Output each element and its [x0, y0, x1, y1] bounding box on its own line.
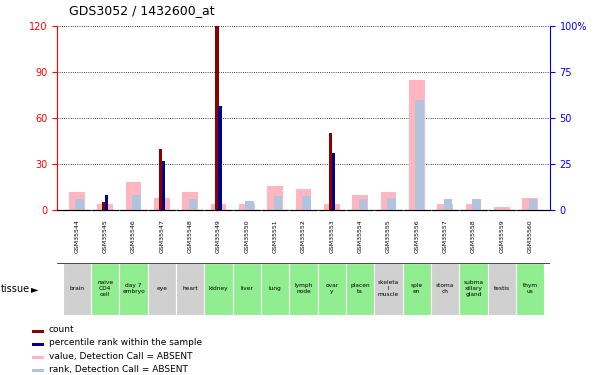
Bar: [352, 195, 368, 210]
Bar: [324, 204, 340, 210]
Bar: [522, 198, 538, 210]
Bar: [159, 149, 162, 210]
Text: GSM35548: GSM35548: [188, 219, 193, 253]
Bar: [211, 204, 227, 210]
Text: GSM35556: GSM35556: [414, 219, 419, 253]
Bar: [273, 196, 282, 210]
Bar: [32, 343, 44, 346]
Text: GSM35559: GSM35559: [499, 219, 504, 253]
Bar: [218, 106, 222, 210]
Text: day 7
embryo: day 7 embryo: [122, 284, 145, 294]
Bar: [438, 204, 453, 210]
Text: GSM35558: GSM35558: [471, 219, 476, 253]
Bar: [374, 262, 403, 315]
Bar: [32, 330, 44, 333]
Text: heart: heart: [182, 286, 198, 291]
Bar: [516, 262, 545, 315]
Text: stoma
ch: stoma ch: [436, 284, 454, 294]
Text: GSM35545: GSM35545: [103, 219, 108, 253]
Bar: [63, 262, 91, 315]
Bar: [346, 262, 374, 315]
Bar: [302, 196, 311, 210]
Bar: [120, 262, 148, 315]
Text: value, Detection Call = ABSENT: value, Detection Call = ABSENT: [49, 352, 192, 361]
Text: sple
en: sple en: [410, 284, 423, 294]
Text: naive
CD4
cell: naive CD4 cell: [97, 280, 114, 297]
Text: count: count: [49, 326, 75, 334]
Text: skeleta
l
muscle: skeleta l muscle: [378, 280, 399, 297]
Text: GSM35550: GSM35550: [245, 219, 249, 253]
Bar: [204, 262, 233, 315]
Bar: [387, 198, 395, 210]
Text: ovar
y: ovar y: [325, 284, 338, 294]
Text: eye: eye: [156, 286, 168, 291]
Bar: [105, 195, 108, 210]
Bar: [289, 262, 318, 315]
Text: GSM35546: GSM35546: [131, 219, 136, 253]
Bar: [132, 195, 141, 210]
Bar: [215, 26, 219, 210]
Text: GSM35552: GSM35552: [301, 219, 306, 253]
Text: lymph
node: lymph node: [294, 284, 313, 294]
Bar: [162, 161, 165, 210]
Bar: [97, 204, 113, 210]
Bar: [245, 201, 254, 210]
Text: liver: liver: [240, 286, 253, 291]
Bar: [494, 207, 510, 210]
Bar: [359, 199, 367, 210]
Text: GSM35553: GSM35553: [329, 219, 334, 253]
Bar: [148, 262, 176, 315]
Bar: [239, 204, 255, 210]
Bar: [529, 199, 537, 210]
Text: subma
xillary
gland: subma xillary gland: [463, 280, 483, 297]
Text: GSM35549: GSM35549: [216, 219, 221, 253]
Bar: [296, 189, 311, 210]
Bar: [380, 192, 396, 210]
Bar: [102, 202, 106, 210]
Text: GSM35557: GSM35557: [442, 219, 448, 253]
Text: percentile rank within the sample: percentile rank within the sample: [49, 339, 202, 348]
Bar: [267, 186, 283, 210]
Bar: [32, 356, 44, 359]
Text: brain: brain: [70, 286, 84, 291]
Bar: [487, 262, 516, 315]
Bar: [472, 199, 481, 210]
Bar: [76, 199, 84, 210]
Bar: [332, 153, 335, 210]
Bar: [329, 134, 332, 210]
Text: GSM35554: GSM35554: [358, 219, 362, 253]
Text: kidney: kidney: [209, 286, 228, 291]
Bar: [409, 80, 424, 210]
Text: lung: lung: [269, 286, 281, 291]
Text: GSM35544: GSM35544: [75, 219, 79, 253]
Text: GSM35555: GSM35555: [386, 219, 391, 253]
Bar: [459, 262, 487, 315]
Bar: [189, 199, 197, 210]
Bar: [415, 100, 424, 210]
Bar: [261, 262, 289, 315]
Bar: [69, 192, 85, 210]
Bar: [91, 262, 120, 315]
Text: GDS3052 / 1432600_at: GDS3052 / 1432600_at: [69, 4, 215, 17]
Bar: [154, 198, 169, 210]
Bar: [431, 262, 459, 315]
Bar: [318, 262, 346, 315]
Bar: [183, 192, 198, 210]
Text: ►: ►: [31, 284, 38, 294]
Text: testis: testis: [493, 286, 510, 291]
Text: rank, Detection Call = ABSENT: rank, Detection Call = ABSENT: [49, 364, 188, 374]
Text: thym
us: thym us: [522, 284, 538, 294]
Text: GSM35560: GSM35560: [528, 219, 532, 253]
Bar: [176, 262, 204, 315]
Bar: [466, 204, 481, 210]
Bar: [126, 183, 141, 210]
Text: tissue: tissue: [1, 284, 30, 294]
Text: GSM35551: GSM35551: [273, 219, 278, 253]
Text: placen
ta: placen ta: [350, 284, 370, 294]
Bar: [444, 199, 452, 210]
Text: GSM35547: GSM35547: [159, 219, 165, 253]
Bar: [32, 369, 44, 372]
Bar: [403, 262, 431, 315]
Bar: [233, 262, 261, 315]
